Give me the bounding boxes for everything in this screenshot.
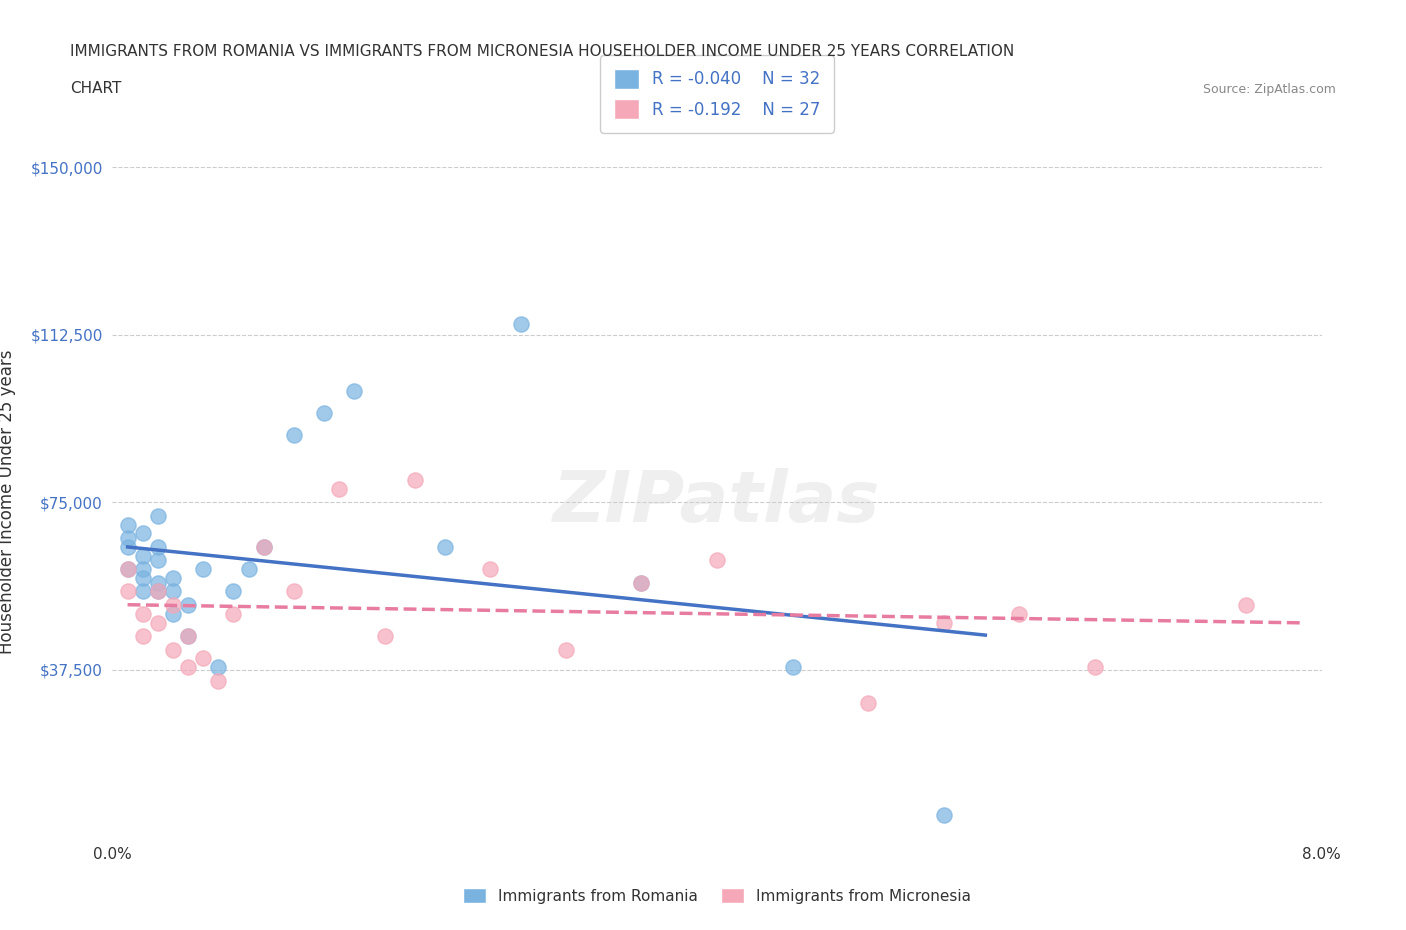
Point xyxy=(162,571,184,586)
Point xyxy=(706,552,728,567)
Point xyxy=(117,530,139,545)
Point xyxy=(162,584,184,599)
Point xyxy=(146,575,169,590)
Point xyxy=(191,651,215,666)
Point xyxy=(433,539,456,554)
Point xyxy=(404,472,426,487)
Text: CHART: CHART xyxy=(70,81,122,96)
Point xyxy=(177,629,200,644)
Point xyxy=(146,584,169,599)
Point xyxy=(162,642,184,657)
Point xyxy=(509,316,531,331)
Point xyxy=(238,562,260,577)
Point xyxy=(630,575,652,590)
Point xyxy=(782,660,804,675)
Y-axis label: Householder Income Under 25 years: Householder Income Under 25 years xyxy=(0,350,17,655)
Point xyxy=(191,562,215,577)
Point xyxy=(117,539,139,554)
Point xyxy=(253,539,276,554)
Text: ZIPatlas: ZIPatlas xyxy=(554,468,880,537)
Point xyxy=(117,517,139,532)
Point xyxy=(177,597,200,612)
Point xyxy=(222,584,245,599)
Point xyxy=(1008,606,1031,621)
Point xyxy=(856,696,880,711)
Point xyxy=(283,584,305,599)
Point xyxy=(177,660,200,675)
Point xyxy=(132,584,155,599)
Point xyxy=(132,571,155,586)
Point xyxy=(162,606,184,621)
Point xyxy=(932,807,955,822)
Point xyxy=(146,616,169,631)
Point xyxy=(343,383,366,398)
Point xyxy=(207,660,229,675)
Point xyxy=(1084,660,1107,675)
Point xyxy=(177,629,200,644)
Point xyxy=(373,629,396,644)
Point xyxy=(207,673,229,688)
Point xyxy=(312,405,335,420)
Point xyxy=(132,629,155,644)
Point xyxy=(132,549,155,564)
Point xyxy=(146,539,169,554)
Point xyxy=(146,552,169,567)
Point xyxy=(328,482,350,497)
Point xyxy=(146,584,169,599)
Point xyxy=(222,606,245,621)
Point xyxy=(117,584,139,599)
Point xyxy=(253,539,276,554)
Point xyxy=(132,562,155,577)
Legend: Immigrants from Romania, Immigrants from Micronesia: Immigrants from Romania, Immigrants from… xyxy=(457,882,977,910)
Point xyxy=(146,508,169,523)
Point xyxy=(132,526,155,541)
Point xyxy=(283,428,305,443)
Point xyxy=(630,575,652,590)
Point xyxy=(1234,597,1257,612)
Point xyxy=(132,606,155,621)
Point xyxy=(479,562,502,577)
Point xyxy=(932,616,955,631)
Point xyxy=(117,562,139,577)
Point xyxy=(117,562,139,577)
Text: IMMIGRANTS FROM ROMANIA VS IMMIGRANTS FROM MICRONESIA HOUSEHOLDER INCOME UNDER 2: IMMIGRANTS FROM ROMANIA VS IMMIGRANTS FR… xyxy=(70,44,1015,59)
Point xyxy=(162,597,184,612)
Text: Source: ZipAtlas.com: Source: ZipAtlas.com xyxy=(1202,83,1336,96)
Point xyxy=(554,642,576,657)
